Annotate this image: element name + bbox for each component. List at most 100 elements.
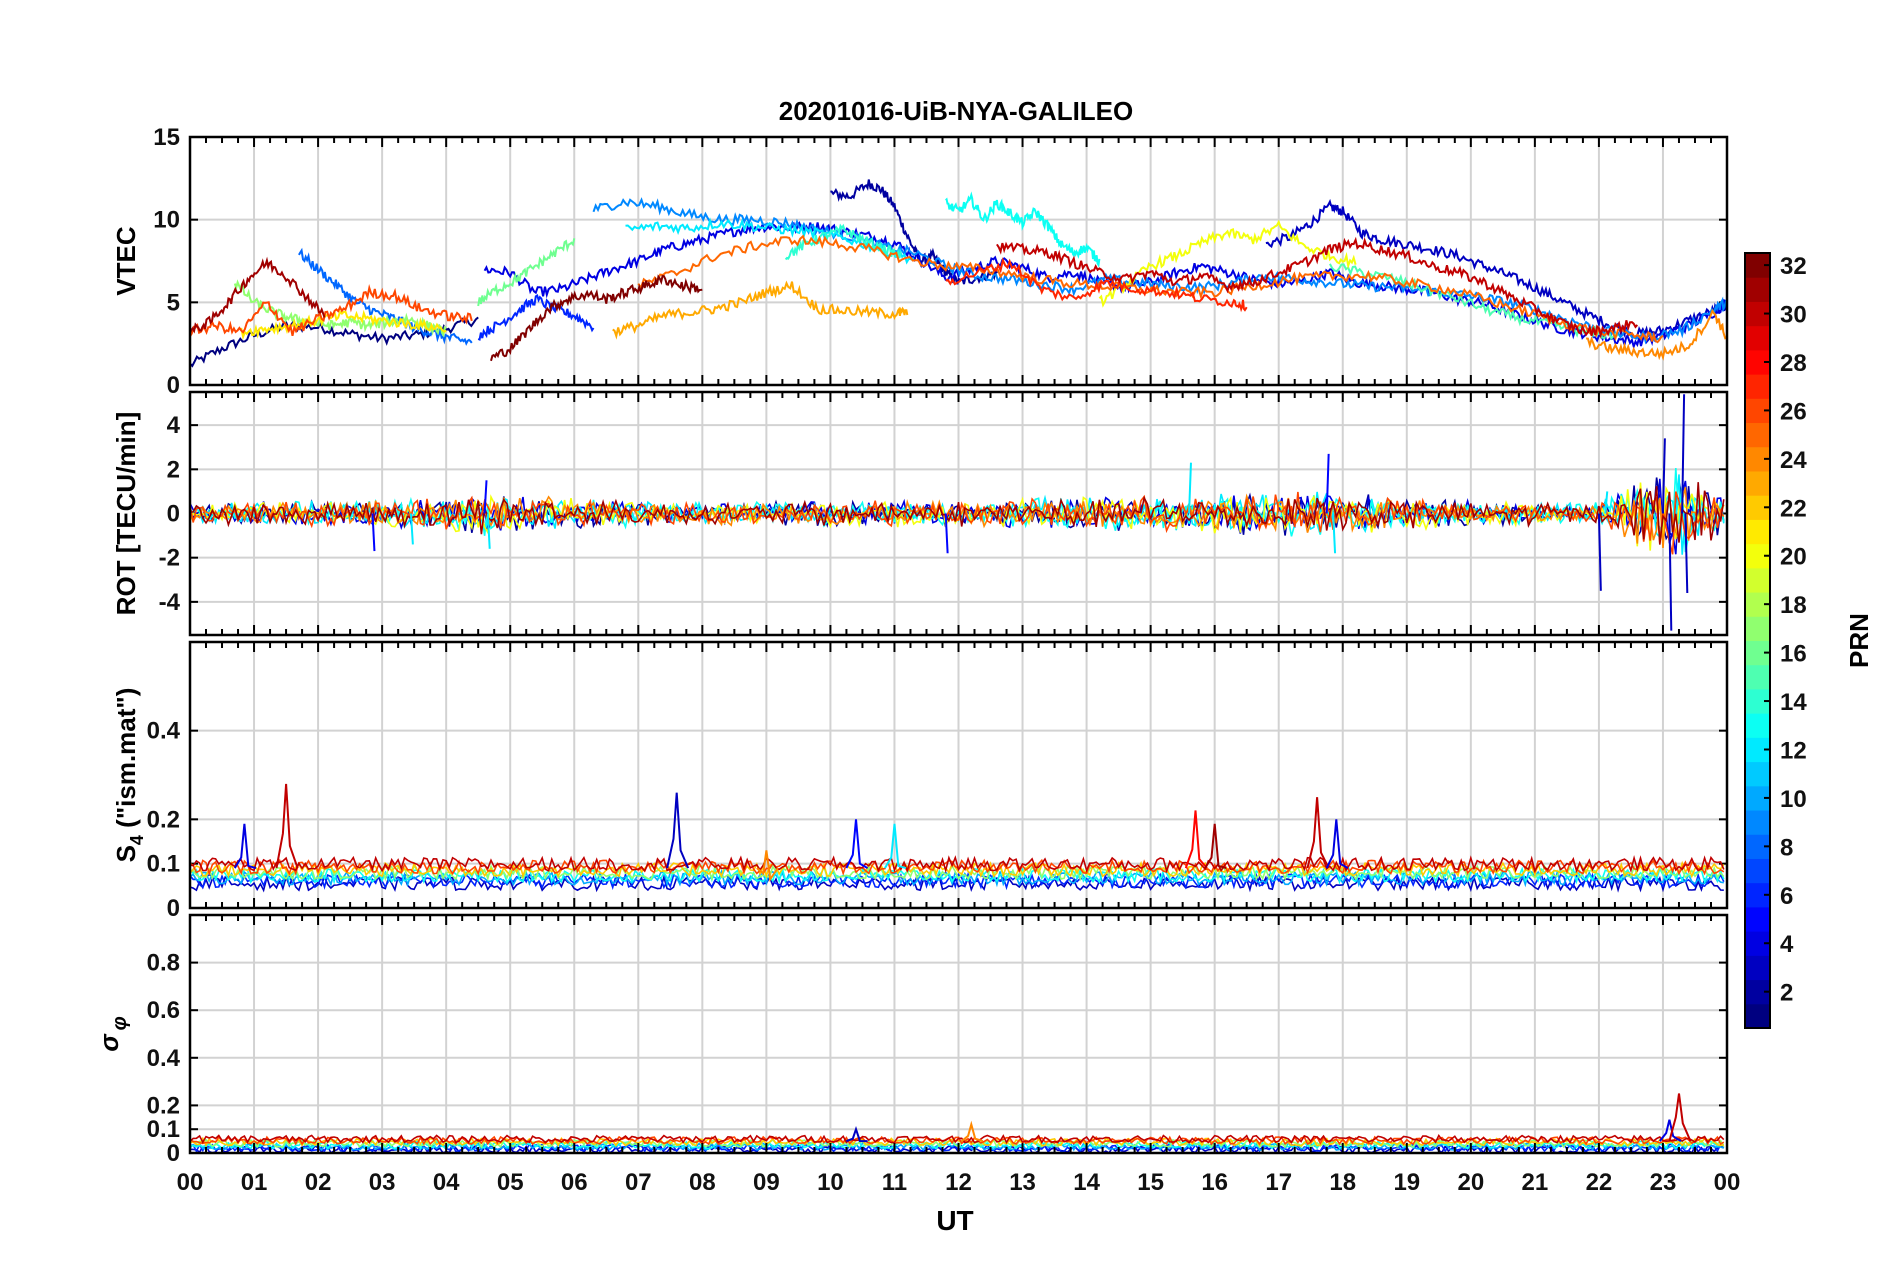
x-tick-label: 04 [433, 1169, 460, 1196]
rot-spike [1684, 513, 1689, 594]
vtec-series-prn-6 [477, 293, 595, 341]
colorbar-label: PRN [1844, 613, 1874, 668]
vtec-series-prn-21 [240, 309, 447, 341]
y-tick-label: 0 [167, 372, 180, 399]
colorbar-cell [1745, 616, 1770, 641]
spike [961, 1120, 984, 1143]
colorbar-tick-label: 8 [1780, 834, 1793, 861]
x-tick-label: 06 [561, 1169, 588, 1196]
spike [756, 850, 779, 882]
colorbar-cell [1745, 906, 1770, 932]
colorbar-cell [1745, 713, 1770, 738]
rot-spike [1661, 438, 1666, 514]
y-axis-label: VTEC [111, 226, 141, 296]
colorbar-tick-label: 22 [1780, 495, 1807, 522]
rot-spike [371, 513, 376, 552]
panel-1: 15 10 5 0 VTEC [111, 124, 1729, 399]
x-tick-label: 11 [882, 1169, 907, 1196]
y-label-sub: 4 [127, 835, 147, 845]
x-tick-label: 18 [1329, 1169, 1356, 1196]
vtec-series-prn-25 [637, 234, 1664, 344]
x-tick-label: 09 [753, 1169, 780, 1196]
x-tick-label: 00 [1714, 1169, 1741, 1196]
x-tick-label: 03 [369, 1169, 396, 1196]
y-tick-label: 0.2 [147, 1092, 180, 1119]
vtec-series-prn-23 [612, 280, 909, 340]
x-tick-label: 12 [945, 1169, 972, 1196]
vtec-series-prn-27 [945, 257, 1248, 313]
colorbar-cell [1745, 955, 1770, 981]
x-tick-label: 21 [1522, 1169, 1549, 1196]
colorbar-tick-label: 14 [1780, 689, 1807, 716]
rot-spike [483, 480, 488, 514]
colorbar-tick-label: 32 [1780, 253, 1807, 280]
colorbar: 32 30 28 26 24 22 20 18 16 14 12 10 8 6 4 2 PRN [1744, 252, 1874, 1029]
rot-spike [1681, 394, 1686, 514]
y-tick-label: 2 [167, 456, 180, 483]
vtec-series-prn-24 [1586, 308, 1727, 361]
colorbar-tick-label: 2 [1780, 980, 1793, 1007]
x-tick-label: 16 [1201, 1169, 1228, 1196]
x-tick-label: 13 [1009, 1169, 1036, 1196]
y-label-main: S [111, 845, 141, 862]
vtec-series-prn-16 [477, 238, 576, 307]
x-tick-label: 19 [1393, 1169, 1420, 1196]
spike [1306, 797, 1330, 869]
x-tick-label: 00 [177, 1169, 204, 1196]
colorbar-cell [1745, 422, 1770, 448]
vtec-series-prn-13 [945, 191, 1101, 268]
x-tick-label: 08 [689, 1169, 716, 1196]
spike [233, 823, 257, 870]
y-tick-label: 0 [167, 1140, 180, 1167]
series-prn-17 [190, 863, 1725, 882]
colorbar-cell [1745, 1003, 1770, 1029]
spike [1325, 819, 1349, 869]
x-tick-label: 01 [241, 1169, 268, 1196]
colorbar-cell [1745, 664, 1770, 690]
y-tick-label: -4 [159, 589, 181, 616]
colorbar-tick-label: 16 [1780, 641, 1807, 668]
vtec-series-prn-8 [298, 247, 473, 346]
series-prn-30 [190, 854, 1725, 874]
y-label-rest: ("ism.mat") [111, 688, 141, 835]
y-tick-label: 0.4 [147, 718, 181, 745]
colorbar-tick-label: 6 [1780, 883, 1793, 910]
y-tick-label: 15 [153, 124, 180, 151]
y-tick-label: 0.1 [147, 851, 180, 878]
rot-series-prn-31 [190, 482, 1725, 545]
series-prn-26 [190, 858, 1725, 877]
colorbar-cell [1745, 858, 1770, 884]
y-tick-label: 4 [167, 412, 181, 439]
y-tick-label: -2 [159, 545, 180, 572]
spike [1184, 810, 1208, 869]
x-tick-label: 07 [625, 1169, 652, 1196]
vtec-series-prn-9 [592, 197, 1727, 345]
series-prn-30 [190, 1133, 1725, 1145]
colorbar-tick-label: 12 [1780, 737, 1807, 764]
rot-spike [1668, 513, 1673, 631]
rot-spike [409, 513, 414, 545]
y-tick-label: 0.4 [147, 1045, 181, 1072]
colorbar-cell [1745, 519, 1770, 545]
y-tick-label: 0 [167, 895, 180, 922]
y-axis-label: ROT [TECU/min] [111, 412, 141, 616]
colorbar-cell [1745, 761, 1770, 787]
chart-title: 20201016-UiB-NYA-GALILEO [779, 96, 1134, 126]
rot-spike [1604, 491, 1609, 514]
spike [845, 819, 869, 869]
panel-3: 0.4 0.2 0.1 0 S4 ("ism.mat") [111, 640, 1729, 922]
panel-frame [188, 640, 1729, 910]
panel-data [190, 394, 1725, 631]
rot-spike [1332, 513, 1337, 554]
spike [275, 783, 299, 869]
panel-4: 0.8 0.6 0.4 0.20.10 σφ [94, 913, 1729, 1167]
rot-spike [1597, 513, 1602, 591]
colorbar-cell [1745, 325, 1770, 351]
panel-data [190, 783, 1725, 893]
x-tick-label: 22 [1586, 1169, 1613, 1196]
colorbar-tick-label: 18 [1780, 592, 1807, 619]
x-tick-label: 14 [1073, 1169, 1100, 1196]
y-tick-label: 10 [153, 207, 180, 234]
